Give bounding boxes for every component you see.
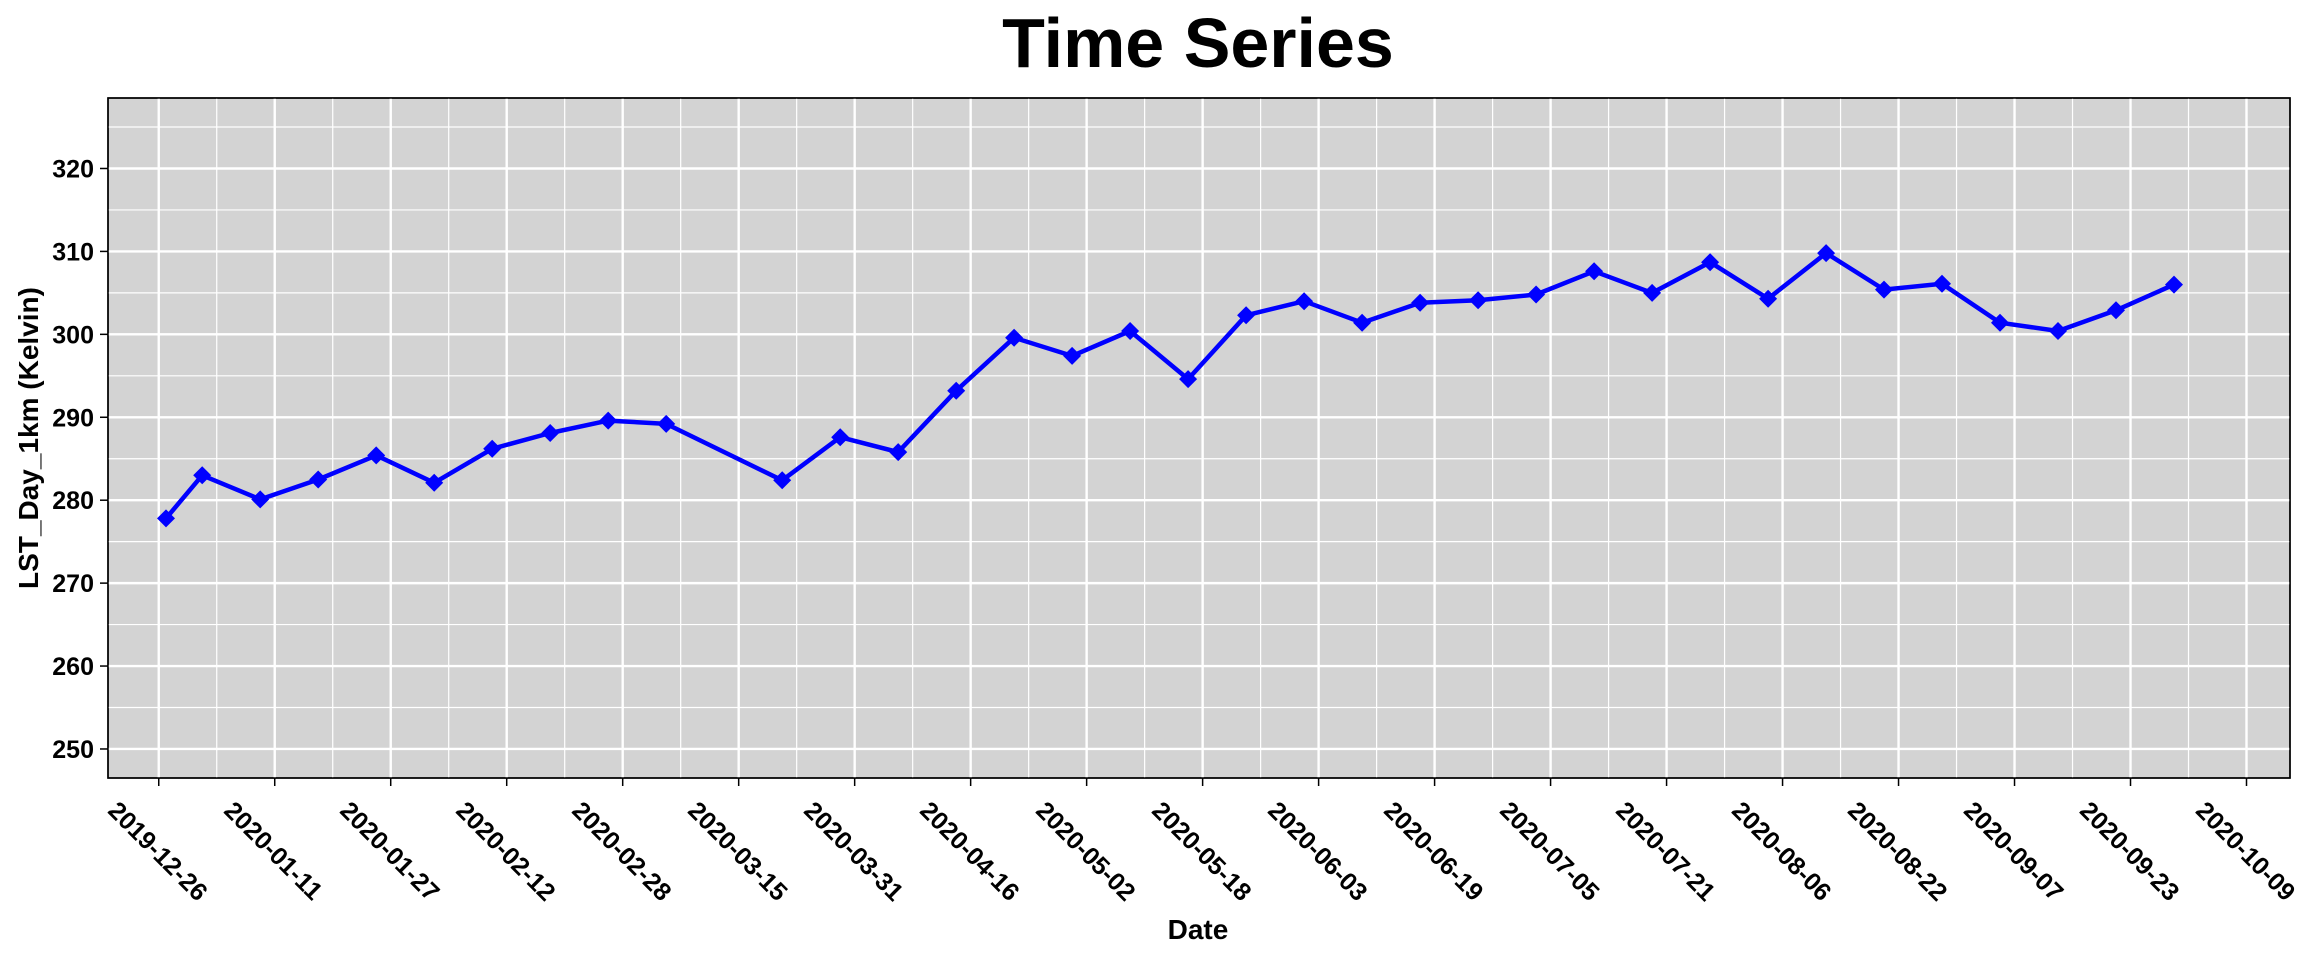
data-point [1875, 280, 1893, 299]
x-axis-ticks: 2019-12-26 2020-01-11 2020-01-27 2020-02-12… [103, 778, 2300, 907]
data-point [309, 470, 328, 489]
plot-border [107, 97, 2291, 779]
data-point [1295, 292, 1314, 311]
y-axis-ticks: 250 260 270 280 290 300 310 320 [52, 155, 108, 764]
x-tick-label: 2019-12-26 [103, 796, 213, 906]
data-point [1179, 370, 1198, 389]
data-point [367, 446, 386, 465]
x-tick-label: 2020-01-11 [218, 796, 327, 905]
x-tick-label: 2020-08-06 [1726, 796, 1836, 906]
x-tick-label: 2020-04-16 [914, 796, 1024, 906]
x-tick-label: 2020-09-07 [1958, 796, 2068, 906]
y-tick-label: 310 [52, 238, 94, 266]
chart-title: Time Series [1002, 4, 1394, 82]
data-point [773, 471, 792, 490]
data-point [1701, 253, 1720, 272]
plot-panel [107, 97, 2291, 779]
y-tick-label: 280 [52, 487, 94, 515]
y-tick-label: 260 [52, 653, 94, 681]
x-tick-label: 2020-09-23 [2074, 796, 2184, 906]
x-tick-label: 2020-07-05 [1494, 796, 1604, 906]
data-point [889, 443, 908, 462]
x-tick-label: 2020-02-28 [566, 796, 676, 906]
x-tick-label: 2020-06-19 [1378, 796, 1488, 906]
minor-gridlines [108, 98, 2290, 778]
series-layer [157, 244, 2183, 528]
data-point [1237, 306, 1256, 325]
data-point [425, 473, 444, 492]
x-tick-label: 2020-05-02 [1030, 796, 1140, 906]
x-tick-label: 2020-03-31 [798, 796, 908, 906]
data-point [2165, 275, 2183, 294]
data-point [1353, 313, 1372, 332]
data-point [1643, 283, 1662, 302]
data-point [541, 424, 560, 442]
data-point [157, 509, 175, 528]
y-tick-label: 320 [52, 155, 94, 183]
x-tick-label: 2020-10-09 [2190, 796, 2300, 906]
x-axis-label: Date [1168, 914, 1229, 945]
data-point [2107, 301, 2125, 320]
x-tick-label: 2020-07-21 [1610, 796, 1720, 906]
y-tick-label: 270 [52, 570, 94, 598]
major-gridlines [108, 98, 2290, 778]
data-point [1411, 293, 1430, 312]
data-point [193, 466, 212, 485]
data-point [1121, 322, 1140, 340]
x-tick-label: 2020-02-12 [450, 796, 560, 906]
data-point [831, 428, 850, 447]
data-point [251, 490, 270, 509]
data-point [599, 411, 618, 430]
y-tick-label: 250 [52, 736, 94, 764]
data-point [483, 439, 502, 458]
data-point [1933, 274, 1951, 293]
data-point [2049, 322, 2067, 340]
x-tick-label: 2020-01-27 [334, 796, 444, 906]
data-point [1469, 291, 1488, 310]
y-tick-label: 300 [52, 321, 94, 349]
x-tick-label: 2020-03-15 [682, 796, 792, 906]
x-tick-label: 2020-05-18 [1146, 796, 1256, 906]
data-point [1991, 313, 2009, 332]
x-tick-label: 2020-06-03 [1262, 796, 1372, 906]
y-axis-label: LST_Day_1km (Kelvin) [13, 287, 44, 589]
data-point [1527, 285, 1546, 304]
data-point [1817, 244, 1836, 263]
data-point [1759, 289, 1778, 308]
data-point [657, 414, 676, 433]
data-point [1063, 346, 1082, 365]
data-point [1585, 262, 1604, 281]
data-point [1005, 328, 1024, 347]
data-point [947, 381, 966, 400]
x-tick-label: 2020-08-22 [1842, 796, 1952, 906]
y-tick-label: 290 [52, 404, 94, 432]
